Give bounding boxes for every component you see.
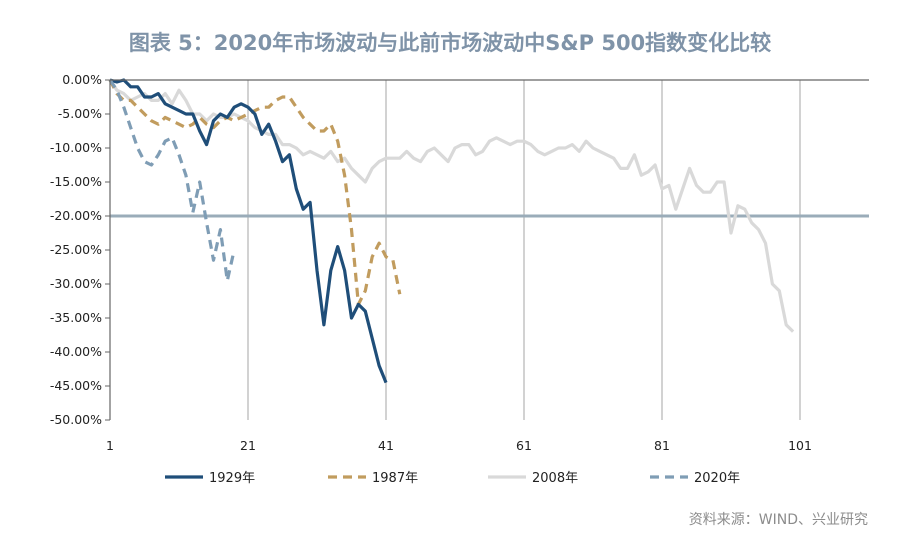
legend-label: 1929年: [209, 471, 255, 486]
series-line-1987: [108, 79, 402, 306]
series-line-2008: [108, 79, 795, 333]
x-tick-label: 101: [788, 438, 812, 453]
x-tick-label: 1: [106, 438, 114, 453]
y-tick-label: -30.00%: [50, 276, 102, 291]
y-tick-label: -50.00%: [50, 412, 102, 427]
y-tick-label: -40.00%: [50, 344, 102, 359]
x-tick-label: 41: [378, 438, 394, 453]
y-tick-label: -25.00%: [50, 242, 102, 257]
y-tick-label: -5.00%: [58, 106, 102, 121]
x-tick-label: 61: [516, 438, 532, 453]
legend-label: 1987年: [372, 471, 418, 486]
chart-title: 图表 5：2020年市场波动与此前市场波动中S&P 500指数变化比较: [129, 31, 771, 55]
source-note: 资料来源：WIND、兴业研究: [689, 512, 868, 528]
legend-label: 2020年: [694, 471, 740, 486]
x-tick-label: 81: [654, 438, 670, 453]
y-tick-label: -10.00%: [50, 140, 102, 155]
series-line-1929: [109, 78, 388, 384]
series-line-2020: [108, 79, 236, 283]
legend-label: 2008年: [532, 471, 578, 486]
y-tick-label: -20.00%: [50, 208, 102, 223]
y-tick-label: -15.00%: [50, 174, 102, 189]
y-tick-label: -45.00%: [50, 378, 102, 393]
y-tick-label: 0.00%: [62, 72, 102, 87]
x-tick-label: 21: [240, 438, 256, 453]
y-tick-label: -35.00%: [50, 310, 102, 325]
